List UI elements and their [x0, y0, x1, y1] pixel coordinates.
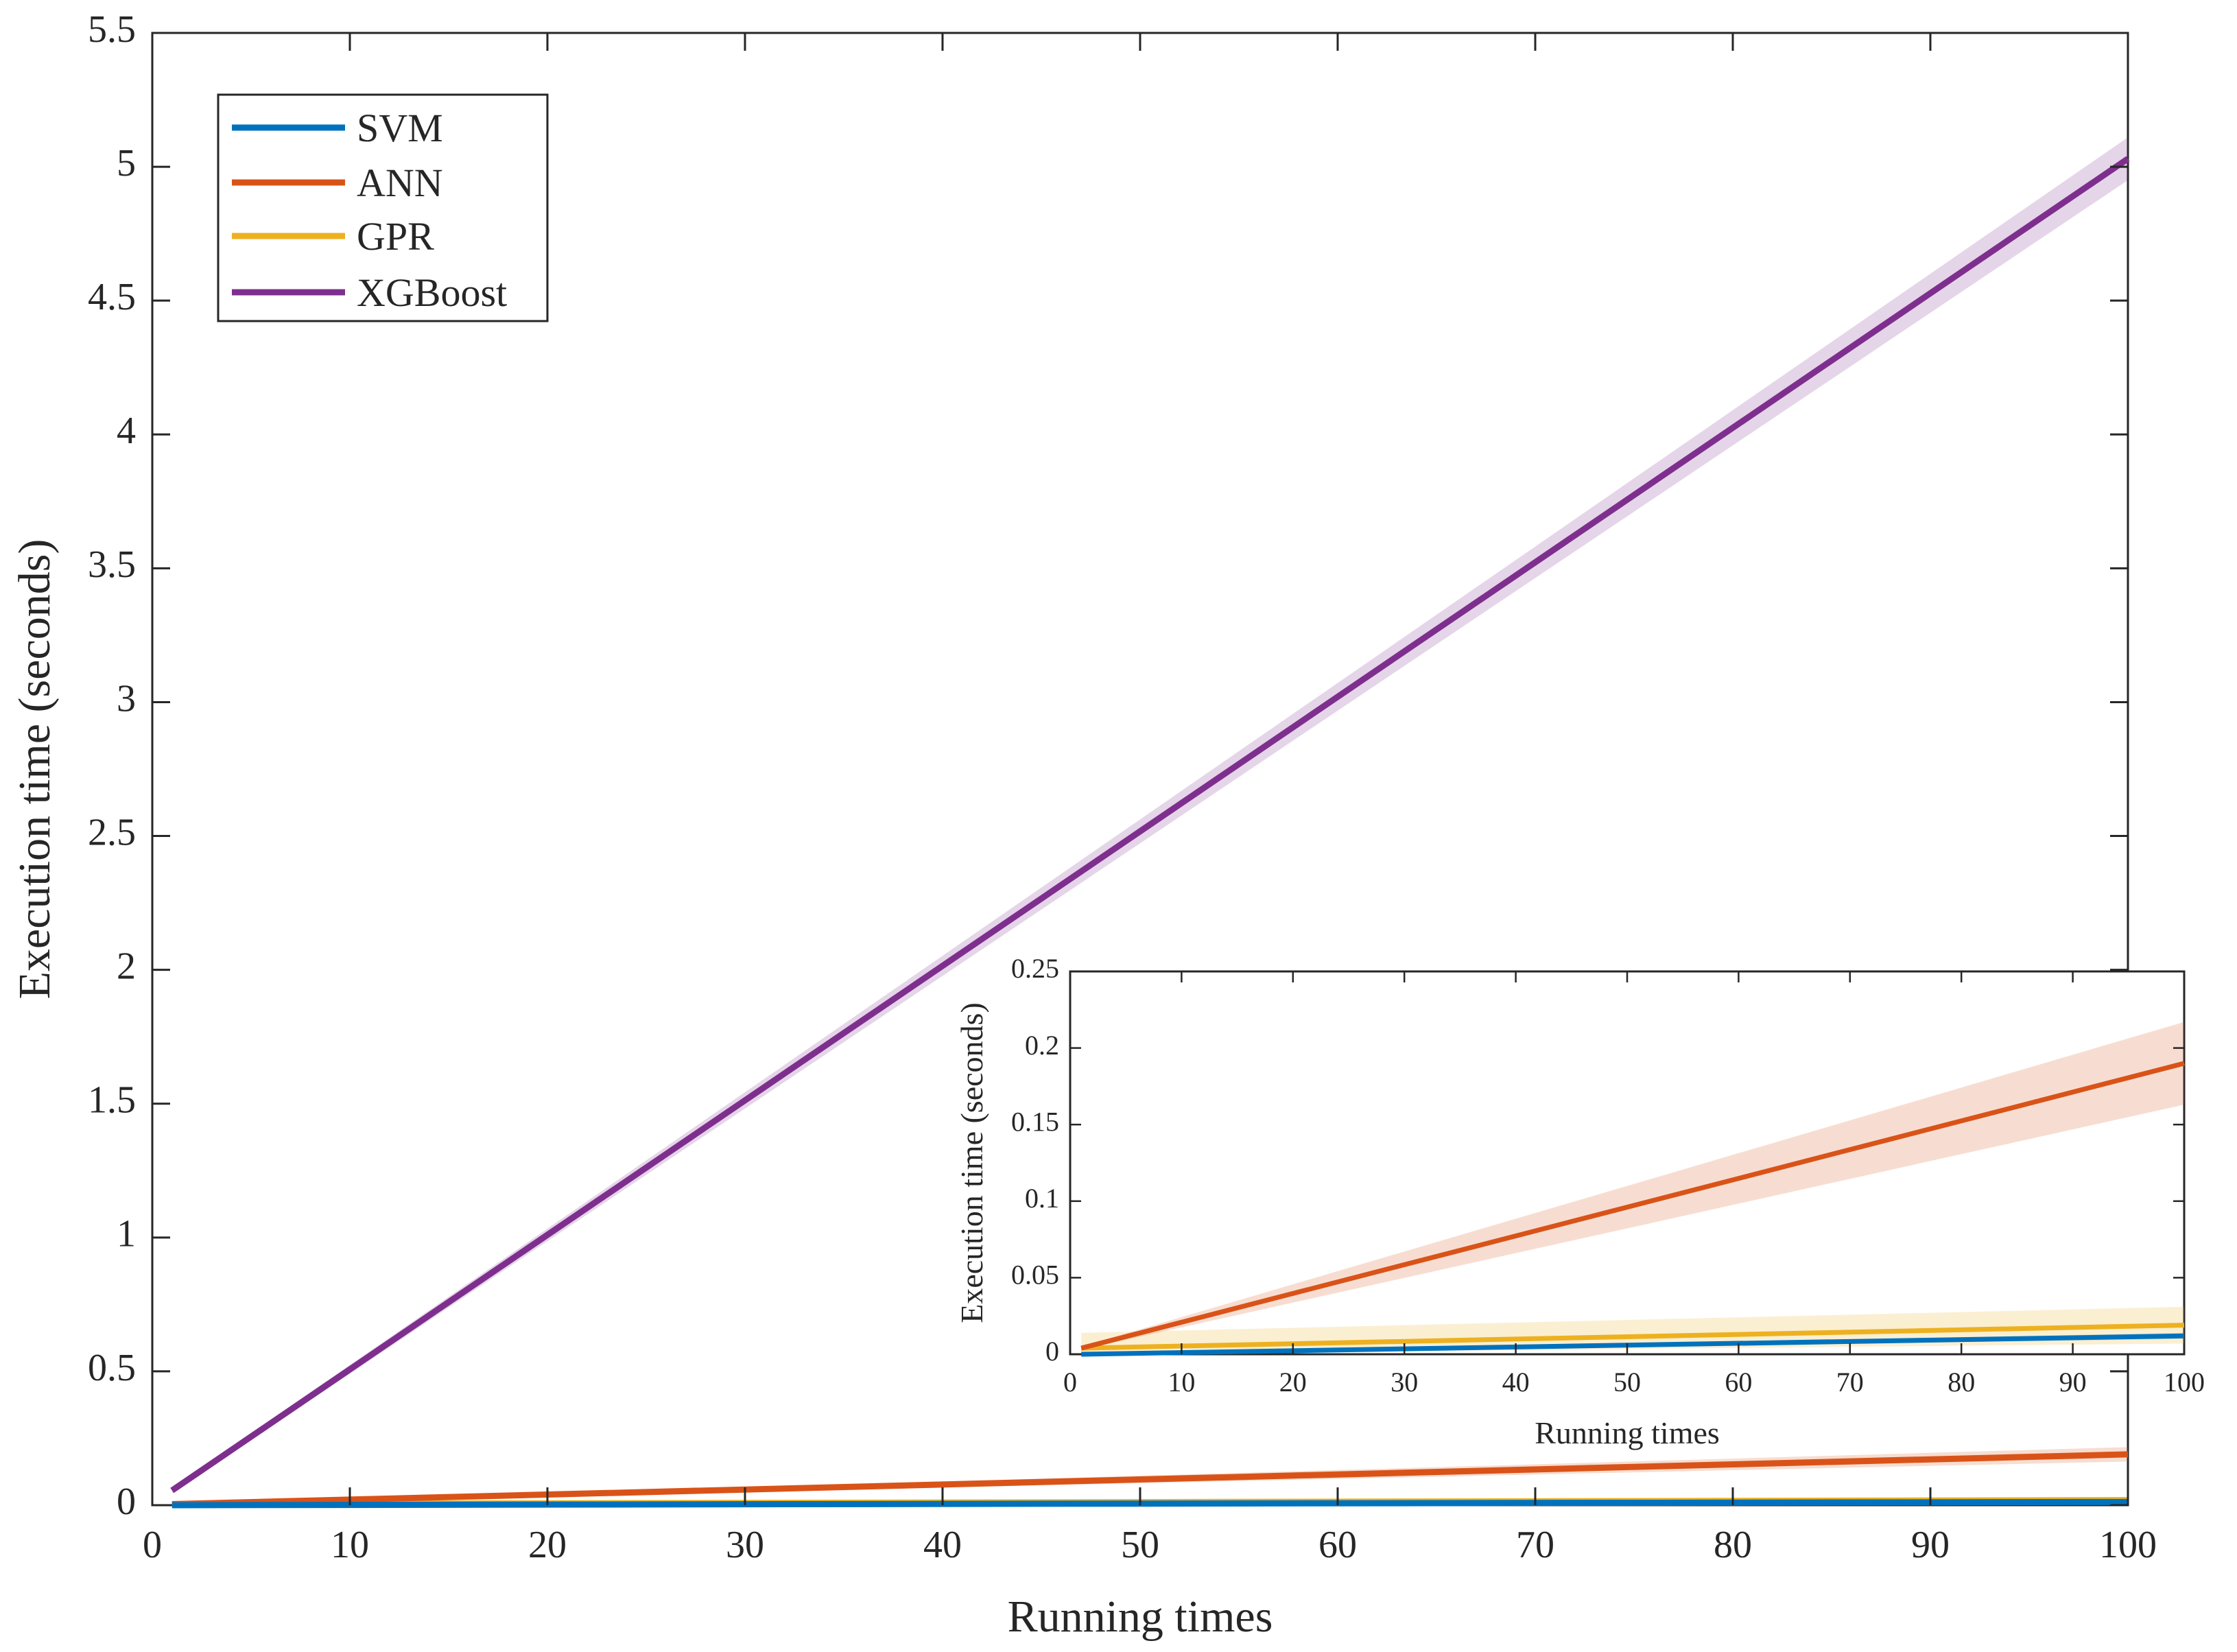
inset-x-tick-label: 30	[1390, 1367, 1418, 1397]
main-line-svm	[171, 1498, 2129, 1509]
main-y-tick-label: 2.5	[88, 811, 136, 853]
inset-x-tick-label: 60	[1725, 1367, 1752, 1397]
inset-y-tick-label: 0.05	[1011, 1260, 1059, 1290]
inset-x-tick-label: 10	[1168, 1367, 1195, 1397]
main-x-tick-label: 30	[726, 1524, 764, 1566]
main-x-tick-label: 10	[331, 1524, 369, 1566]
main-y-tick-label: 0	[117, 1480, 136, 1523]
inset-y-tick-label: 0	[1045, 1336, 1059, 1367]
main-x-tick-label: 0	[143, 1524, 162, 1566]
main-x-ticks: 0 10 20 30 40 50 60 70 80 90 100	[143, 33, 2157, 1566]
main-y-tick-label: 2	[117, 945, 136, 987]
main-x-axis-label: Running times	[1008, 1592, 1273, 1642]
inset-x-tick-label: 0	[1063, 1367, 1077, 1397]
main-y-tick-label: 4	[117, 410, 136, 452]
inset-y-ticks: 0 0.05 0.1 0.15 0.2 0.25	[1011, 953, 2184, 1367]
inset-x-tick-label: 70	[1836, 1367, 1864, 1397]
inset-line-gpr	[1081, 1323, 2185, 1351]
inset-series-lines	[1080, 1061, 2185, 1357]
main-y-ticks: 0 0.5 1 1.5 2 2.5 3 3.5 4 4.5 5 5.5	[88, 8, 2128, 1523]
main-x-tick-label: 20	[528, 1524, 567, 1566]
inset-y-tick-label: 0.15	[1011, 1106, 1059, 1137]
main-x-tick-label: 100	[2099, 1524, 2157, 1566]
inset-y-tick-label: 0.25	[1011, 953, 1059, 984]
legend-label-xgboost: XGBoost	[357, 270, 507, 315]
inset-x-ticks: 0 10 20 30 40 50 60 70 80 90 100	[1063, 971, 2205, 1397]
main-x-tick-label: 90	[1911, 1524, 1950, 1566]
main-x-tick-label: 50	[1121, 1524, 1159, 1566]
main-y-tick-label: 3.5	[88, 543, 136, 586]
main-x-tick-label: 70	[1516, 1524, 1554, 1566]
main-x-tick-label: 80	[1714, 1524, 1752, 1566]
main-y-tick-label: 1	[117, 1213, 136, 1255]
legend-label-svm: SVM	[357, 106, 443, 150]
main-line-ann	[171, 1451, 2129, 1507]
main-y-tick-label: 4.5	[88, 276, 136, 318]
inset-line-ann	[1080, 1061, 2185, 1351]
inset-band-ann	[1081, 1022, 2184, 1350]
main-y-tick-label: 5	[117, 142, 136, 185]
legend: SVM ANN GPR XGBoost	[217, 93, 549, 322]
inset-y-tick-label: 0.1	[1025, 1183, 1059, 1214]
main-y-tick-label: 0.5	[88, 1347, 136, 1389]
inset-axes: 0 10 20 30 40 50 60 70 80 90 100 0 0.05 0.1 0.15 0.2 0.…	[954, 953, 2205, 1450]
main-y-tick-label: 1.5	[88, 1079, 136, 1122]
inset-x-tick-label: 100	[2164, 1367, 2205, 1397]
inset-y-tick-label: 0.2	[1025, 1030, 1059, 1061]
inset-x-tick-label: 20	[1279, 1367, 1307, 1397]
main-x-tick-label: 40	[923, 1524, 962, 1566]
inset-x-tick-label: 80	[1948, 1367, 1975, 1397]
inset-x-tick-label: 50	[1613, 1367, 1641, 1397]
main-axes: 0 10 20 30 40 50 60 70 80 90 100 00.511.522.533.54…	[10, 8, 2157, 1642]
main-y-tick-label: 3	[117, 677, 136, 720]
main-y-axis-label: Execution time (seconds)	[10, 539, 60, 1000]
inset-y-axis-label: Execution time (seconds)	[954, 1002, 989, 1323]
inset-background	[1070, 971, 2184, 1354]
legend-box	[217, 93, 549, 322]
main-y-tick-label: 5.5	[88, 8, 136, 51]
main-line-xgboost	[170, 156, 2130, 1494]
main-x-tick-label: 60	[1318, 1524, 1357, 1566]
inset-x-tick-label: 90	[2059, 1367, 2087, 1397]
inset-x-axis-label: Running times	[1535, 1415, 1720, 1450]
legend-label-ann: ANN	[357, 161, 443, 205]
legend-label-gpr: GPR	[357, 214, 434, 259]
inset-x-tick-label: 40	[1502, 1367, 1530, 1397]
inset-line-svm	[1081, 1333, 2185, 1357]
main-series-lines	[170, 156, 2130, 1509]
